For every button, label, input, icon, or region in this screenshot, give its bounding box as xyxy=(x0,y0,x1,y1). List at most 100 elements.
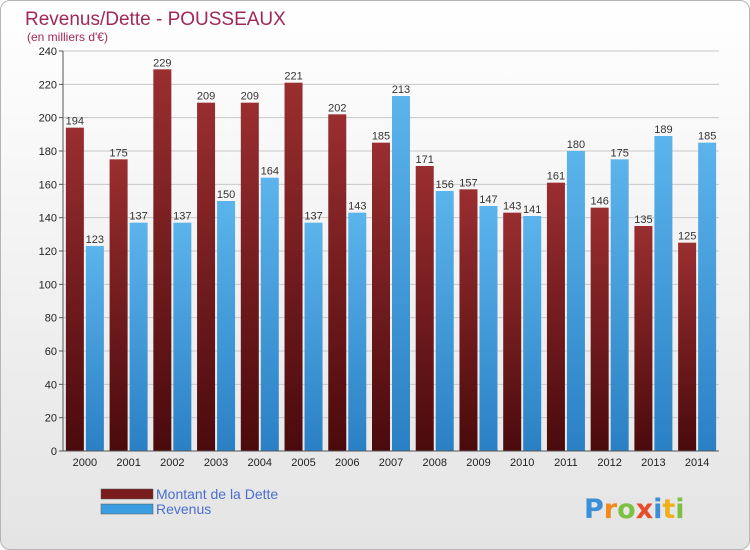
y-tick-label: 0 xyxy=(51,446,57,458)
value-label: 143 xyxy=(348,201,366,213)
x-tick-label: 2010 xyxy=(510,457,534,469)
y-tick-label: 20 xyxy=(45,413,57,425)
bar-dette xyxy=(109,159,128,452)
value-label: 185 xyxy=(698,131,716,143)
y-tick-label: 220 xyxy=(39,79,57,91)
value-label: 135 xyxy=(634,214,652,226)
value-label: 209 xyxy=(197,91,215,103)
bar-dette xyxy=(590,207,609,451)
bar-revenus xyxy=(435,191,454,451)
bar-dette xyxy=(678,242,697,451)
value-label: 123 xyxy=(86,234,104,246)
bar-revenus xyxy=(479,206,498,451)
bar-revenus xyxy=(85,246,104,451)
bar-dette xyxy=(503,212,522,451)
bar-dette xyxy=(240,102,259,452)
value-label: 202 xyxy=(328,102,346,114)
y-tick-label: 100 xyxy=(39,279,57,291)
y-tick-label: 240 xyxy=(39,46,57,58)
bar-dette xyxy=(372,142,390,451)
chart-subtitle: (en milliers d'€) xyxy=(27,30,108,44)
bar-dette xyxy=(328,114,347,451)
value-label: 209 xyxy=(241,91,259,103)
value-label: 137 xyxy=(304,211,322,223)
value-label: 146 xyxy=(590,196,608,208)
value-label: 175 xyxy=(109,147,127,159)
bar-revenus xyxy=(654,136,673,451)
bar-revenus xyxy=(260,177,279,451)
value-label: 221 xyxy=(284,71,302,83)
bar-dette xyxy=(459,189,478,452)
legend-swatch-revenus xyxy=(100,503,154,515)
value-label: 175 xyxy=(610,147,628,159)
value-label: 161 xyxy=(547,171,565,183)
value-label: 213 xyxy=(392,84,410,96)
x-tick-label: 2007 xyxy=(379,457,403,469)
x-tick-label: 2013 xyxy=(641,457,665,469)
bar-revenus xyxy=(217,201,236,451)
x-tick-label: 2002 xyxy=(160,457,184,469)
x-tick-label: 2000 xyxy=(73,457,97,469)
bar-revenus xyxy=(698,142,717,451)
y-tick-label: 120 xyxy=(39,246,57,258)
grid-lines xyxy=(63,50,719,452)
value-label: 171 xyxy=(416,154,434,166)
bar-revenus xyxy=(610,159,629,452)
value-label: 157 xyxy=(459,177,477,189)
x-tick-label: 2004 xyxy=(248,457,272,469)
bar-dette xyxy=(415,166,434,451)
x-tick-label: 2008 xyxy=(422,457,446,469)
bar-dette xyxy=(284,82,303,452)
bar-revenus xyxy=(348,212,367,451)
value-label: 180 xyxy=(567,139,585,151)
bar-dette xyxy=(65,127,84,452)
bar-revenus xyxy=(523,216,542,451)
y-tick-label: 140 xyxy=(39,213,57,225)
bar-revenus xyxy=(392,96,410,451)
legend-label-dette: Montant de la Dette xyxy=(156,486,278,502)
value-label: 194 xyxy=(66,116,84,128)
y-tick-label: 80 xyxy=(45,313,57,325)
legend-swatch-dette xyxy=(100,488,154,500)
value-label: 164 xyxy=(261,166,279,178)
x-tick-label: 2014 xyxy=(685,457,709,469)
bar-revenus xyxy=(304,222,323,451)
chart-title: Revenus/Dette - POUSSEAUX xyxy=(25,9,286,30)
y-axis-ticks: 0 20 40 60 80 100 120 140 160 180 200 220 240 xyxy=(39,46,63,458)
x-tick-label: 2001 xyxy=(116,457,140,469)
bar-dette xyxy=(153,69,172,451)
x-tick-label: 2009 xyxy=(466,457,490,469)
bar-dette xyxy=(634,226,653,451)
value-label: 229 xyxy=(153,57,171,69)
value-label: 189 xyxy=(654,124,672,136)
value-label: 185 xyxy=(372,131,390,143)
legend: Montant de la Dette Revenus xyxy=(100,486,278,517)
y-tick-label: 60 xyxy=(45,346,57,358)
axes xyxy=(62,51,719,452)
bar-dette xyxy=(546,182,565,451)
bar-revenus xyxy=(173,222,192,451)
bar-revenus xyxy=(566,151,585,451)
x-tick-label: 2003 xyxy=(204,457,228,469)
bar-dette xyxy=(197,102,216,452)
value-label: 147 xyxy=(479,194,497,206)
value-labels: 194 123 175 137 229 137 209 150 209 164 221 137 202 1… xyxy=(66,57,717,246)
legend-label-revenus: Revenus xyxy=(156,501,211,517)
y-tick-label: 200 xyxy=(39,113,57,125)
value-label: 137 xyxy=(173,211,191,223)
value-label: 141 xyxy=(523,204,541,216)
x-axis-ticks: 2000 2001 2002 2003 2004 2005 2006 2007 2008 2009… xyxy=(73,457,710,469)
y-tick-label: 180 xyxy=(39,146,57,158)
bars xyxy=(65,69,717,452)
value-label: 150 xyxy=(217,189,235,201)
value-label: 143 xyxy=(503,201,521,213)
x-tick-label: 2006 xyxy=(335,457,359,469)
y-tick-label: 40 xyxy=(45,379,57,391)
x-tick-label: 2011 xyxy=(554,457,578,469)
x-tick-label: 2012 xyxy=(597,457,621,469)
value-label: 125 xyxy=(678,231,696,243)
x-tick-label: 2005 xyxy=(291,457,315,469)
value-label: 137 xyxy=(129,211,147,223)
